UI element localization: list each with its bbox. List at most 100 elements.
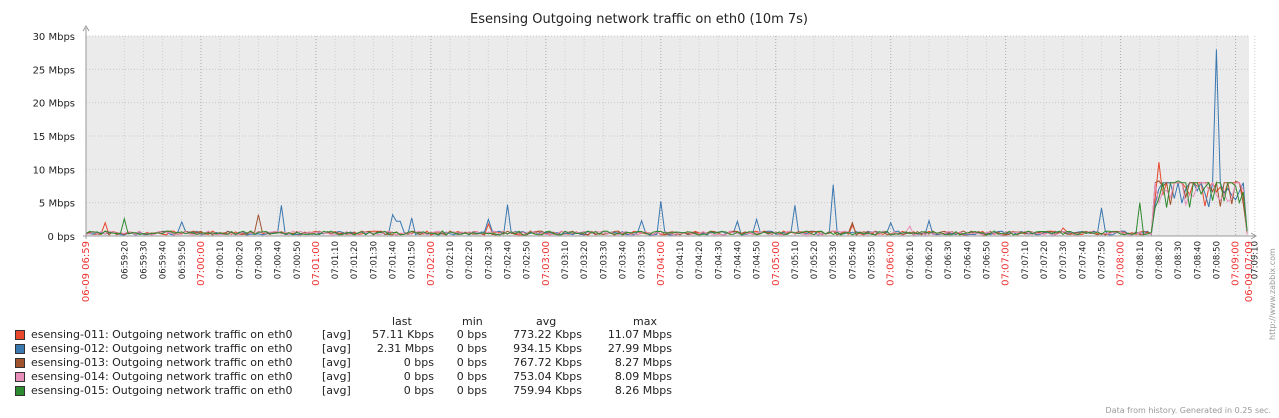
y-tick-label: 10 Mbps	[33, 165, 75, 176]
x-tick-label: 07:02:10	[446, 241, 456, 279]
x-tick-label: 07:08:40	[1193, 241, 1203, 279]
legend-avg: 767.72 Kbps	[513, 356, 582, 369]
legend-series-name: esensing-013: Outgoing network traffic o…	[31, 356, 293, 369]
legend-min: 0 bps	[456, 384, 487, 397]
x-tick-label: 06:59:40	[159, 241, 169, 279]
y-tick-label: 15 Mbps	[33, 132, 75, 143]
side-credit: http://www.zabbix.com	[1268, 248, 1277, 340]
x-tick-label: 07:01:20	[350, 241, 360, 279]
legend-swatch	[15, 330, 25, 340]
x-tick-label: 07:07:40	[1078, 241, 1088, 279]
series-line-5	[85, 180, 1248, 236]
legend-function: [avg]	[322, 356, 351, 369]
legend-max: 11.07 Mbps	[607, 328, 672, 341]
legend-swatch	[15, 358, 25, 368]
x-tick-label: 07:06:50	[983, 241, 993, 279]
x-tick-label: 07:06:40	[963, 241, 973, 279]
y-axis-arrow	[82, 25, 90, 32]
x-tick-label: 07:03:10	[561, 241, 571, 279]
y-tick-label: 30 Mbps	[33, 32, 75, 43]
x-tick-label: 07:01:00	[311, 241, 322, 286]
legend-swatch	[15, 344, 25, 354]
legend-series-name: esensing-015: Outgoing network traffic o…	[31, 384, 293, 397]
x-tick-label: 07:06:10	[906, 241, 916, 279]
x-tick-label: 07:01:10	[331, 241, 341, 279]
legend-min: 0 bps	[456, 328, 487, 341]
x-axis-arrow	[1250, 232, 1257, 240]
x-tick-label: 07:00:20	[235, 241, 245, 279]
x-tick-label: 07:07:30	[1059, 241, 1069, 279]
x-tick-label: 07:03:20	[580, 241, 590, 279]
x-tick-label: 07:05:30	[829, 241, 839, 279]
x-tick-label: 07:03:00	[541, 241, 552, 286]
legend-min: 0 bps	[456, 356, 487, 369]
x-tick-label: 07:08:30	[1174, 241, 1184, 279]
x-tick-label: 07:05:40	[848, 241, 858, 279]
legend-last: 2.31 Mbps	[376, 342, 434, 355]
legend-avg: 759.94 Kbps	[513, 384, 582, 397]
x-tick-label: 07:02:30	[484, 241, 494, 279]
generation-footer: Data from history. Generated in 0.25 sec…	[1105, 406, 1271, 415]
x-tick-label: 07:08:00	[1116, 241, 1127, 286]
x-tick-label: 07:00:00	[196, 241, 207, 286]
x-start-label: 06-09 06:59	[81, 241, 92, 302]
x-tick-label: 07:02:40	[504, 241, 514, 279]
x-tick-label: 07:02:20	[465, 241, 475, 279]
x-tick-label: 07:08:10	[1136, 241, 1146, 279]
chart-title: Esensing Outgoing network traffic on eth…	[470, 12, 808, 27]
legend-max: 27.99 Mbps	[607, 342, 672, 355]
x-tick-label: 07:00:50	[293, 241, 303, 279]
x-tick-label: 07:00:30	[254, 241, 264, 279]
x-tick-label: 07:04:20	[695, 241, 705, 279]
x-tick-label: 07:04:30	[714, 241, 724, 279]
x-tick-label: 07:07:00	[1001, 241, 1012, 286]
x-tick-label: 07:05:00	[771, 241, 782, 286]
x-tick-label: 07:06:30	[944, 241, 954, 279]
x-tick-label: 07:04:40	[733, 241, 743, 279]
legend-series-name: esensing-014: Outgoing network traffic o…	[31, 370, 293, 383]
legend-function: [avg]	[322, 384, 351, 397]
x-tick-label: 07:08:20	[1155, 241, 1165, 279]
legend-min: 0 bps	[456, 370, 487, 383]
legend-last: 57.11 Kbps	[372, 328, 434, 341]
x-tick-label: 07:09:10	[1251, 241, 1261, 279]
legend-function: [avg]	[322, 328, 351, 341]
x-tick-label: 07:08:50	[1212, 241, 1222, 279]
x-tick-label: 07:04:10	[676, 241, 686, 279]
legend-header-max: max	[633, 315, 657, 328]
legend-swatch	[15, 386, 25, 396]
legend-max: 8.27 Mbps	[614, 356, 672, 369]
y-tick-label: 25 Mbps	[33, 65, 75, 76]
x-tick-label: 07:02:00	[426, 241, 437, 286]
x-tick-label: 07:00:10	[216, 241, 226, 279]
y-tick-label: 0 bps	[48, 232, 75, 243]
legend-header-min: min	[462, 315, 483, 328]
x-tick-label: 07:01:50	[408, 241, 418, 279]
x-tick-label: 07:07:20	[1040, 241, 1050, 279]
x-tick-label: 07:04:50	[753, 241, 763, 279]
x-tick-label: 06:59:50	[178, 241, 188, 279]
x-tick-label: 07:07:50	[1097, 241, 1107, 279]
y-tick-label: 5 Mbps	[39, 199, 75, 210]
legend-max: 8.09 Mbps	[614, 370, 672, 383]
x-tick-label: 07:06:00	[886, 241, 897, 286]
legend-header-avg: avg	[536, 315, 557, 328]
legend-last: 0 bps	[403, 370, 434, 383]
x-tick-label: 07:09:00	[1231, 241, 1242, 286]
legend-min: 0 bps	[456, 342, 487, 355]
x-tick-label: 07:05:20	[810, 241, 820, 279]
x-tick-label: 07:05:10	[791, 241, 801, 279]
legend-avg: 773.22 Kbps	[513, 328, 582, 341]
legend-avg: 753.04 Kbps	[513, 370, 582, 383]
x-tick-label: 07:02:50	[523, 241, 533, 279]
x-tick-label: 06:59:20	[120, 241, 130, 279]
x-tick-label: 07:03:30	[599, 241, 609, 279]
x-tick-label: 06:59:30	[139, 241, 149, 279]
x-tick-label: 07:03:40	[618, 241, 628, 279]
x-tick-label: 07:04:00	[656, 241, 667, 286]
x-end-label: 06-09 07:09	[1244, 241, 1255, 302]
legend-last: 0 bps	[403, 356, 434, 369]
legend-last: 0 bps	[403, 384, 434, 397]
x-tick-label: 07:01:30	[369, 241, 379, 279]
